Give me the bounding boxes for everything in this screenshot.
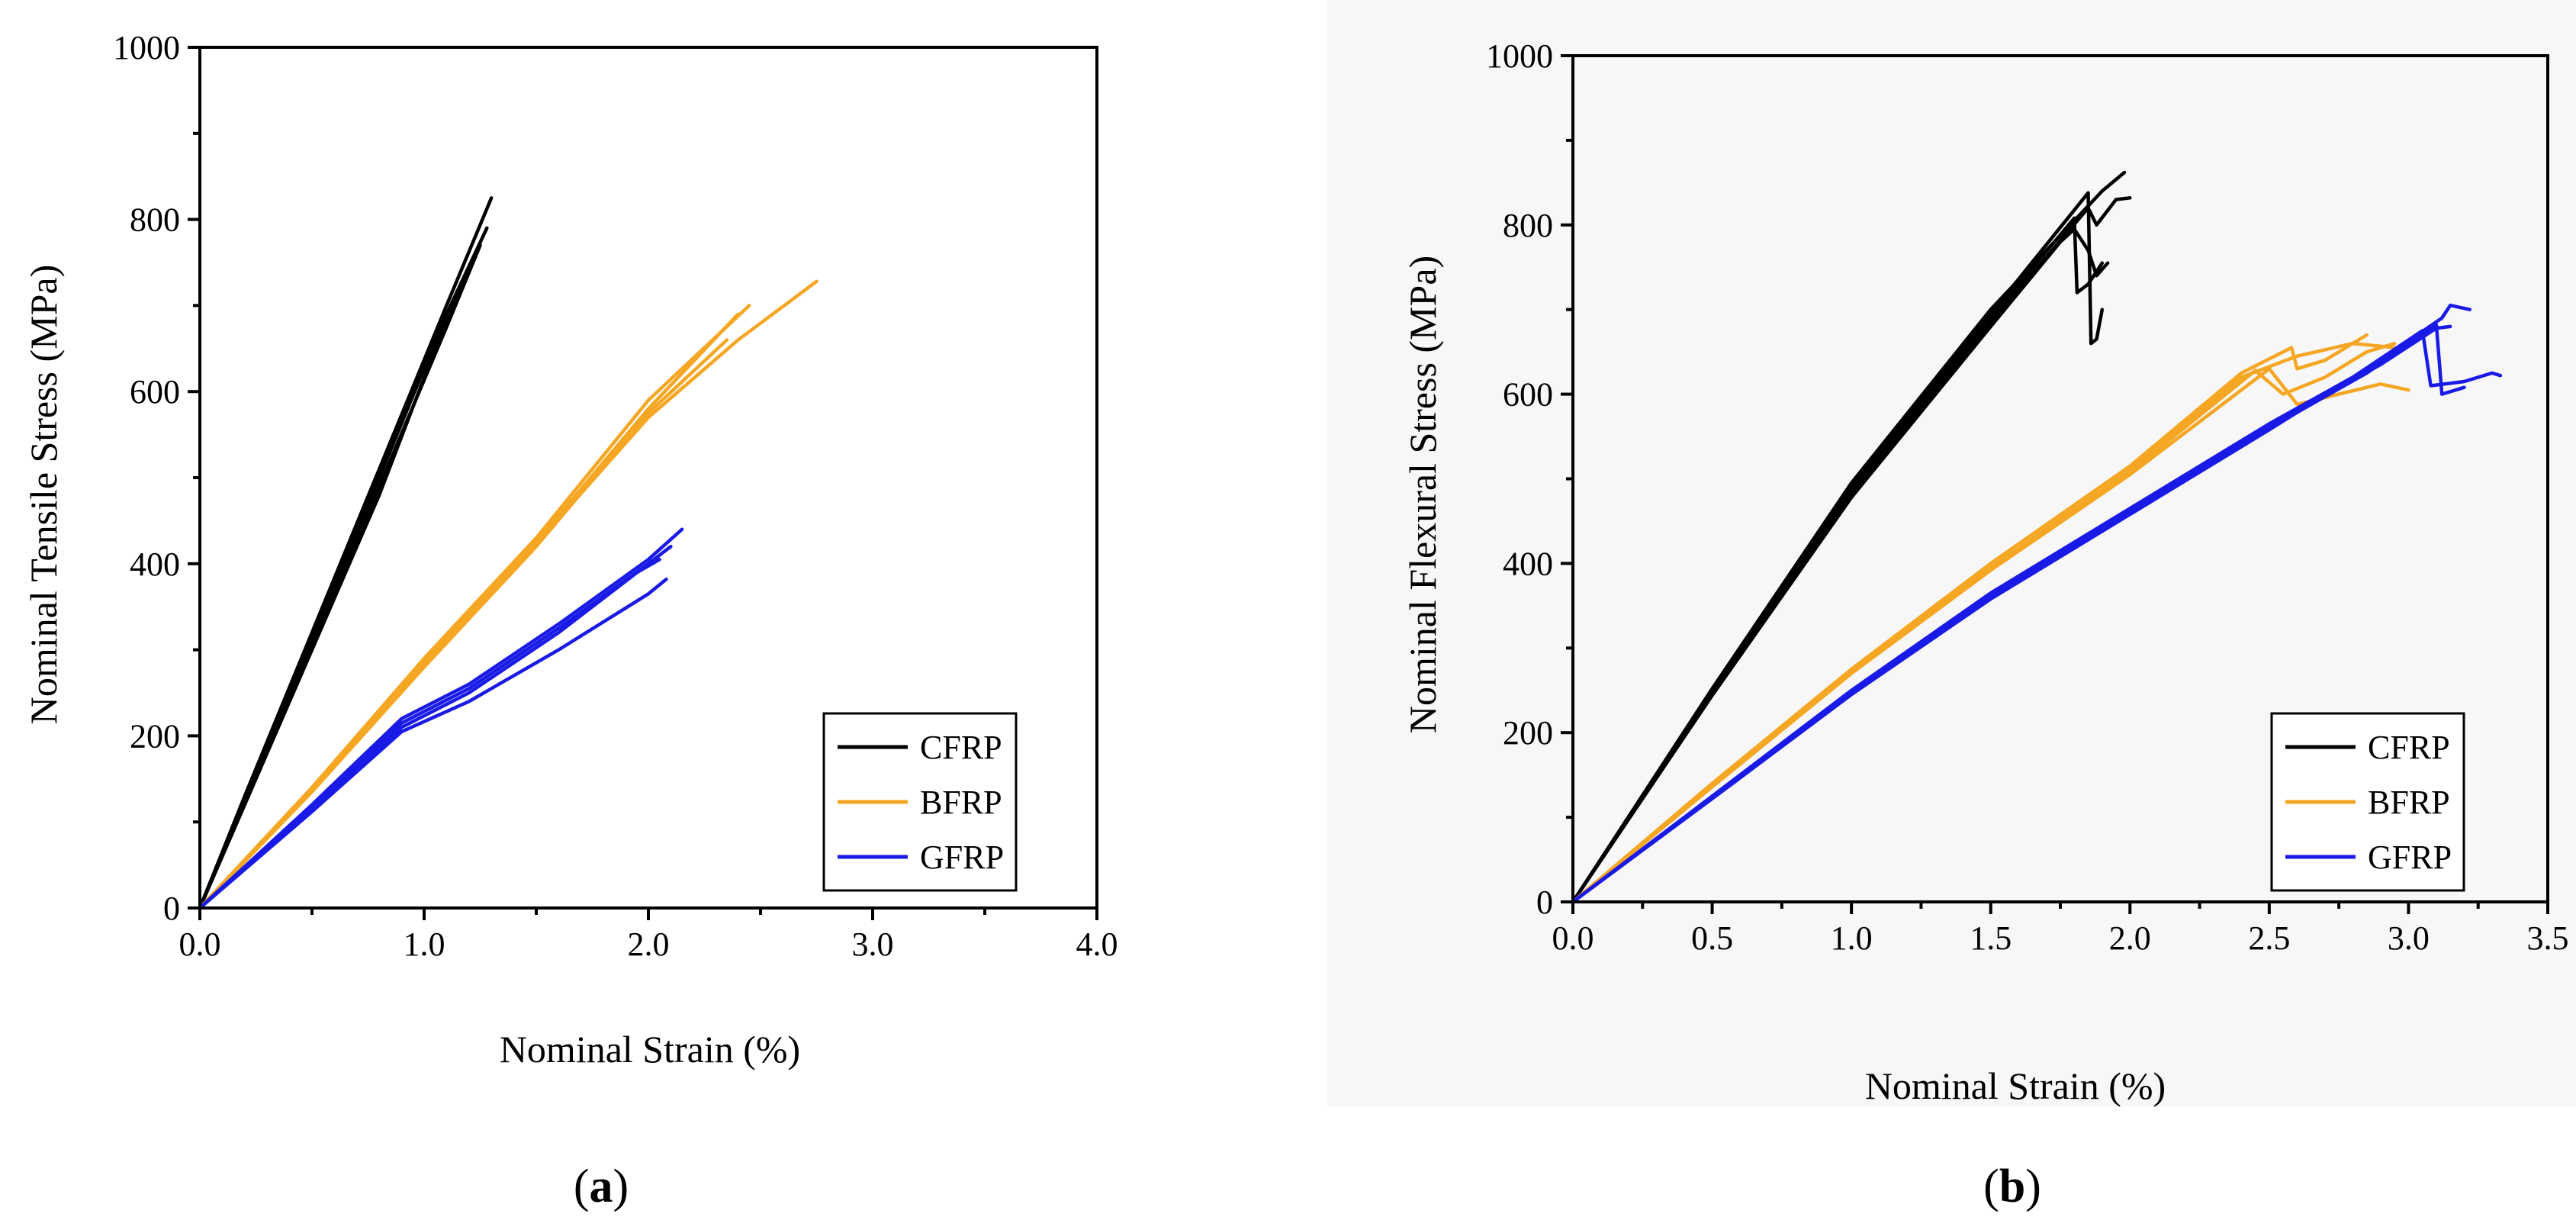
tensile-y-tick-label: 800 — [130, 201, 180, 239]
tensile-caption-letter: a — [590, 1161, 613, 1212]
flexural-legend-label-cfrp: CFRP — [2368, 729, 2450, 766]
tensile-panel-caption: (a) — [574, 1161, 629, 1212]
flexural-x-tick-label: 3.5 — [2527, 919, 2569, 957]
flexural-y-tick-label: 0 — [1536, 884, 1553, 921]
tensile-y-tick-label: 400 — [130, 546, 180, 583]
tensile-gfrp-curve-3 — [198, 557, 661, 910]
tensile-x-tick-label: 0.0 — [179, 926, 221, 963]
flexural-caption-close: ) — [2025, 1161, 2041, 1212]
tensile-x-axis-label: Nominal Strain (%) — [500, 1028, 800, 1071]
flexural-y-tick-label: 400 — [1503, 545, 1553, 582]
tensile-bfrp-curve-4 — [198, 279, 818, 910]
flexural-gfrp-curve-4 — [1571, 324, 2452, 904]
flexural-y-tick-label: 600 — [1503, 376, 1553, 414]
tensile-cfrp-curve-4 — [198, 259, 475, 910]
flexural-legend-label-bfrp: BFRP — [2368, 784, 2450, 821]
flexural-x-tick-label: 0.5 — [1691, 919, 1733, 957]
tensile-y-tick-label: 0 — [163, 890, 180, 927]
flexural-cfrp-curve-4 — [1571, 170, 2127, 904]
flexural-y-tick-label: 800 — [1503, 207, 1553, 244]
tensile-legend-label-gfrp: GFRP — [920, 839, 1004, 876]
tensile-y-tick-label: 1000 — [113, 29, 180, 66]
tensile-chart-panel: 0.0 1.0 2.0 3.0 4.0 0 200 400 600 800 1000 CFRP BFRP… — [0, 0, 1288, 1212]
tensile-chart-background — [0, 0, 1288, 1061]
flexural-legend-label-gfrp: GFRP — [2368, 839, 2452, 876]
tensile-y-tick-label: 600 — [130, 373, 180, 411]
flexural-x-tick-label: 2.5 — [2248, 919, 2290, 957]
flexural-x-axis-label: Nominal Strain (%) — [1865, 1064, 2166, 1107]
tensile-x-tick-label: 1.0 — [404, 926, 445, 963]
flexural-plot-area: 0.0 0.5 1.0 1.5 2.0 2.5 3.0 3.5 0 200 400 600 800 100… — [1486, 37, 2569, 957]
tensile-caption-open: ( — [574, 1161, 590, 1212]
flexural-x-tick-label: 1.0 — [1831, 919, 1873, 957]
tensile-legend-label-bfrp: BFRP — [920, 784, 1002, 821]
flexural-caption-letter: b — [1999, 1161, 2025, 1212]
tensile-gfrp-curve-2 — [198, 544, 673, 910]
tensile-x-tick-label: 3.0 — [852, 926, 894, 963]
tensile-x-tick-label: 4.0 — [1076, 926, 1118, 963]
flexural-chart-background — [1327, 0, 2576, 1106]
flexural-y-axis-label: Nominal Flexural Stress (MPa) — [1401, 256, 1444, 733]
tensile-y-tick-label: 200 — [130, 717, 180, 755]
tensile-y-axis-label: Nominal Tensile Stress (MPa) — [22, 265, 65, 724]
flexural-y-tick-label: 200 — [1503, 714, 1553, 752]
tensile-x-tick-label: 2.0 — [628, 926, 670, 963]
tensile-caption-close: ) — [613, 1161, 629, 1212]
flexural-x-tick-label: 2.0 — [2109, 919, 2151, 957]
flexural-cfrp-curve-5 — [1571, 227, 2110, 904]
tensile-gfrp-curve-4 — [198, 577, 668, 910]
flexural-caption-open: ( — [1983, 1161, 1999, 1212]
flexural-x-tick-label: 3.0 — [2388, 919, 2430, 957]
flexural-x-tick-label: 1.5 — [1970, 919, 2012, 957]
flexural-chart-panel: 0.0 0.5 1.0 1.5 2.0 2.5 3.0 3.5 0 200 400 600 800 100… — [1327, 0, 2576, 1212]
tensile-legend-label-cfrp: CFRP — [920, 729, 1002, 766]
flexural-y-tick-label: 1000 — [1486, 37, 1553, 75]
tensile-plot-area: 0.0 1.0 2.0 3.0 4.0 0 200 400 600 800 1000 CFRP BFRP… — [113, 29, 1118, 963]
flexural-panel-caption: (b) — [1983, 1161, 2041, 1212]
flexural-bfrp-curve-4 — [1571, 341, 2397, 904]
flexural-x-tick-label: 0.0 — [1552, 919, 1594, 957]
